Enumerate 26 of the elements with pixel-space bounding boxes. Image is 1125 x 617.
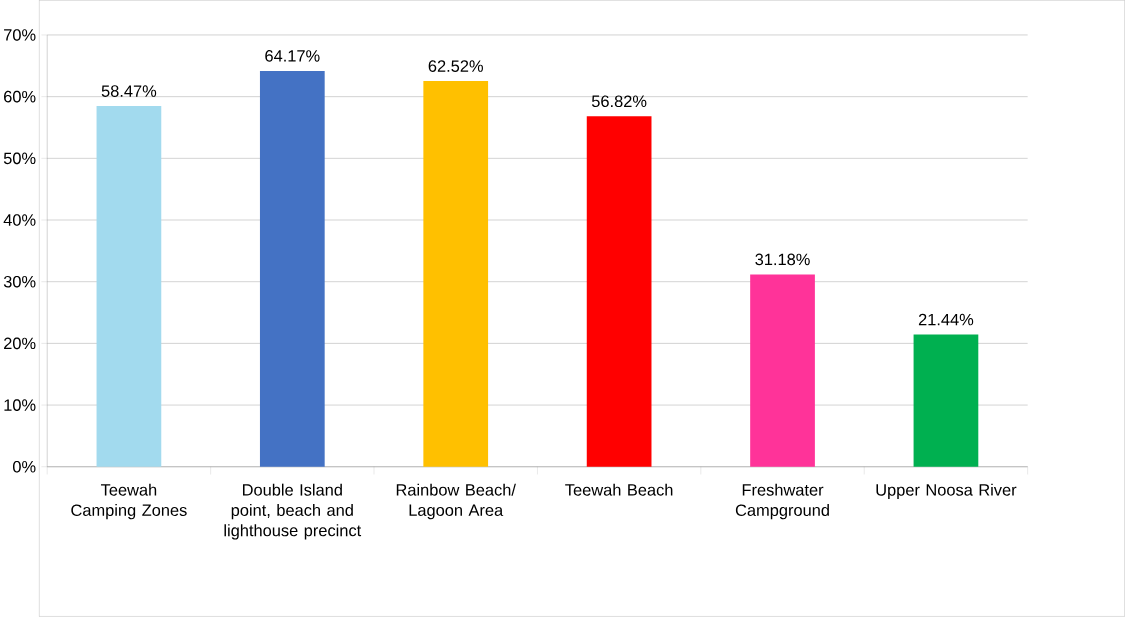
data-label: 31.18%: [755, 253, 810, 266]
data-label: 64.17%: [265, 50, 320, 62]
y-tick-label: 50%: [3, 152, 36, 165]
x-tick-label: Teewah Beach: [565, 483, 673, 496]
y-tick-label: 30%: [3, 276, 36, 288]
bar: [423, 81, 489, 467]
data-label: 62.52%: [428, 60, 483, 73]
y-tick-label: 10%: [4, 399, 36, 412]
data-label: 56.82%: [591, 95, 647, 108]
y-tick-label: 70%: [4, 29, 36, 41]
bar: [259, 71, 325, 467]
y-tick-label: 0%: [13, 461, 36, 473]
data-label: 58.47%: [101, 85, 157, 98]
x-tick-label: Rainbow Beach/ Lagoon Area: [396, 483, 516, 520]
x-tick-label: Teewah Camping Zones: [71, 483, 187, 520]
data-label: 21.44%: [918, 313, 974, 326]
bar: [913, 334, 979, 467]
x-tick-label: Double Island point, beach and lighthouse precinct: [224, 483, 362, 540]
bar: [96, 106, 162, 467]
y-tick-label: 60%: [4, 91, 36, 103]
y-tick-label: 40%: [3, 214, 36, 226]
x-tick-label: Upper Noosa River: [876, 483, 1017, 500]
bar: [750, 274, 815, 467]
y-tick-label: 20%: [4, 337, 36, 350]
bar: [586, 116, 652, 467]
x-tick-label: Freshwater Campground: [735, 483, 829, 520]
